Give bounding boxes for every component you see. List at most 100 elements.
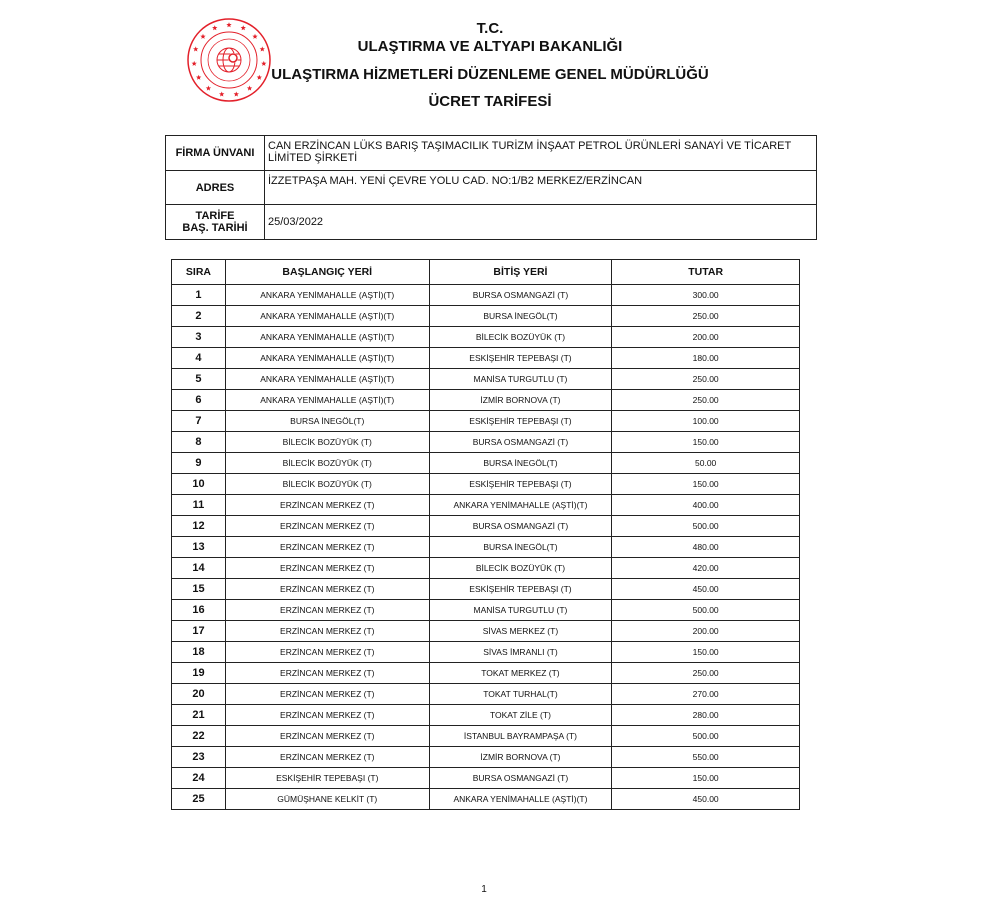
row-number: 25	[171, 788, 226, 810]
table-row: 10 BİLECİK BOZÜYÜK (T) ESKİŞEHİR TEPEBAŞI …	[171, 473, 800, 495]
start-location: GÜMÜŞHANE KELKİT (T)	[224, 788, 430, 810]
table-header-row: SIRA BAŞLANGIÇ YERİ BİTİŞ YERİ TUTAR	[171, 259, 800, 285]
amount: 400.00	[611, 494, 800, 516]
amount: 150.00	[611, 431, 800, 453]
seal-icon	[187, 18, 271, 102]
amount: 550.00	[611, 746, 800, 768]
row-number: 18	[171, 641, 226, 663]
row-number: 12	[171, 515, 226, 537]
end-location: BİLECİK BOZÜYÜK (T)	[428, 557, 613, 579]
end-location: ANKARA YENİMAHALLE (AŞTİ)(T)	[428, 494, 613, 516]
date-label-line1: TARİFE	[195, 210, 235, 222]
header-directorate: ULAŞTIRMA HİZMETLERİ DÜZENLEME GENEL MÜD…	[271, 66, 709, 83]
amount: 270.00	[611, 683, 800, 705]
row-number: 6	[171, 389, 226, 411]
header-ministry: ULAŞTIRMA VE ALTYAPI BAKANLIĞI	[357, 38, 623, 55]
start-location: ERZİNCAN MERKEZ (T)	[224, 515, 430, 537]
end-location: BURSA İNEGÖL(T)	[428, 305, 613, 327]
end-location: TOKAT TURHAL(T)	[428, 683, 613, 705]
row-number: 13	[171, 536, 226, 558]
table-row: 4 ANKARA YENİMAHALLE (AŞTİ)(T) ESKİŞEHİR T…	[171, 347, 800, 369]
amount: 200.00	[611, 326, 800, 348]
star-icon	[212, 25, 218, 31]
amount: 150.00	[611, 641, 800, 663]
table-row: 18 ERZİNCAN MERKEZ (T) SİVAS İMRANLI (T) 15…	[171, 641, 800, 663]
amount: 300.00	[611, 284, 800, 306]
star-icon	[191, 60, 197, 66]
ministry-seal-logo	[186, 17, 272, 103]
star-icon	[256, 74, 262, 80]
table-row: 2 ANKARA YENİMAHALLE (AŞTİ)(T) BURSA İNEGÖ…	[171, 305, 800, 327]
star-icon	[196, 74, 202, 80]
start-location: ERZİNCAN MERKEZ (T)	[224, 683, 430, 705]
amount: 500.00	[611, 599, 800, 621]
table-row: 9 BİLECİK BOZÜYÜK (T) BURSA İNEGÖL(T) 50.00	[171, 452, 800, 474]
row-number: 22	[171, 725, 226, 747]
start-location: ERZİNCAN MERKEZ (T)	[224, 725, 430, 747]
date-label-line2: BAŞ. TARİHİ	[182, 222, 248, 234]
row-number: 20	[171, 683, 226, 705]
star-icon	[240, 25, 246, 31]
table-row: 8 BİLECİK BOZÜYÜK (T) BURSA OSMANGAZİ (T) 1…	[171, 431, 800, 453]
row-number: 21	[171, 704, 226, 726]
row-number: 10	[171, 473, 226, 495]
document-header: T.C. ULAŞTIRMA VE ALTYAPI BAKANLIĞI ULAŞ…	[271, 20, 708, 111]
amount: 100.00	[611, 410, 800, 432]
end-location: BURSA İNEGÖL(T)	[428, 536, 613, 558]
end-location: İZMİR BORNOVA (T)	[428, 389, 613, 411]
start-location: BİLECİK BOZÜYÜK (T)	[224, 452, 430, 474]
end-location: ESKİŞEHİR TEPEBAŞI (T)	[428, 473, 613, 495]
star-icon	[219, 91, 225, 97]
start-location: ERZİNCAN MERKEZ (T)	[224, 536, 430, 558]
row-number: 15	[171, 578, 226, 600]
amount: 500.00	[611, 515, 800, 537]
star-icon	[205, 85, 212, 91]
row-number: 7	[171, 410, 226, 432]
start-location: ERZİNCAN MERKEZ (T)	[224, 704, 430, 726]
amount: 150.00	[611, 767, 800, 789]
amount: 480.00	[611, 536, 800, 558]
table-row: 13 ERZİNCAN MERKEZ (T) BURSA İNEGÖL(T) 480.…	[171, 536, 800, 558]
end-location: İSTANBUL BAYRAMPAŞA (T)	[428, 725, 613, 747]
amount: 50.00	[611, 452, 800, 474]
table-row: 16 ERZİNCAN MERKEZ (T) MANİSA TURGUTLU (T)…	[171, 599, 800, 621]
end-location: İZMİR BORNOVA (T)	[428, 746, 613, 768]
table-row: 5 ANKARA YENİMAHALLE (AŞTİ)(T) MANİSA TURG…	[171, 368, 800, 390]
row-number: 3	[171, 326, 226, 348]
amount: 500.00	[611, 725, 800, 747]
header-tc: T.C.	[476, 20, 504, 37]
end-location: MANİSA TURGUTLU (T)	[428, 599, 613, 621]
table-row: 14 ERZİNCAN MERKEZ (T) BİLECİK BOZÜYÜK (T)…	[171, 557, 800, 579]
end-location: TOKAT MERKEZ (T)	[428, 662, 613, 684]
start-location: BURSA İNEGÖL(T)	[224, 410, 430, 432]
star-icon	[200, 33, 206, 39]
start-location: ANKARA YENİMAHALLE (AŞTİ)(T)	[224, 284, 430, 306]
end-location: BURSA OSMANGAZİ (T)	[428, 284, 613, 306]
amount: 200.00	[611, 620, 800, 642]
end-location: BURSA OSMANGAZİ (T)	[428, 431, 613, 453]
tariff-table: SIRA BAŞLANGIÇ YERİ BİTİŞ YERİ TUTAR 1 AN…	[171, 259, 800, 810]
row-number: 1	[171, 284, 226, 306]
table-row: 3 ANKARA YENİMAHALLE (AŞTİ)(T) BİLECİK BOZ…	[171, 326, 800, 348]
row-number: 9	[171, 452, 226, 474]
start-location: ERZİNCAN MERKEZ (T)	[224, 578, 430, 600]
row-number: 14	[171, 557, 226, 579]
row-number: 11	[171, 494, 226, 516]
table-row: 24 ESKİŞEHİR TEPEBAŞI (T) BURSA OSMANGAZİ …	[171, 767, 800, 789]
amount: 420.00	[611, 557, 800, 579]
start-location: ANKARA YENİMAHALLE (AŞTİ)(T)	[224, 389, 430, 411]
amount: 150.00	[611, 473, 800, 495]
header-doc-title: ÜCRET TARİFESİ	[428, 93, 552, 110]
end-location: MANİSA TURGUTLU (T)	[428, 368, 613, 390]
firm-label: FİRMA ÜNVANI	[165, 135, 265, 171]
row-number: 24	[171, 767, 226, 789]
table-row: 6 ANKARA YENİMAHALLE (AŞTİ)(T) İZMİR BORNO…	[171, 389, 800, 411]
table-row: 11 ERZİNCAN MERKEZ (T) ANKARA YENİMAHALLE …	[171, 494, 800, 516]
date-label: TARİFE BAŞ. TARİHİ	[165, 204, 265, 240]
end-location: TOKAT ZİLE (T)	[428, 704, 613, 726]
row-number: 19	[171, 662, 226, 684]
address-value: İZZETPAŞA MAH. YENİ ÇEVRE YOLU CAD. NO:1…	[264, 170, 817, 205]
end-location: SİVAS MERKEZ (T)	[428, 620, 613, 642]
amount: 280.00	[611, 704, 800, 726]
start-location: ERZİNCAN MERKEZ (T)	[224, 641, 430, 663]
